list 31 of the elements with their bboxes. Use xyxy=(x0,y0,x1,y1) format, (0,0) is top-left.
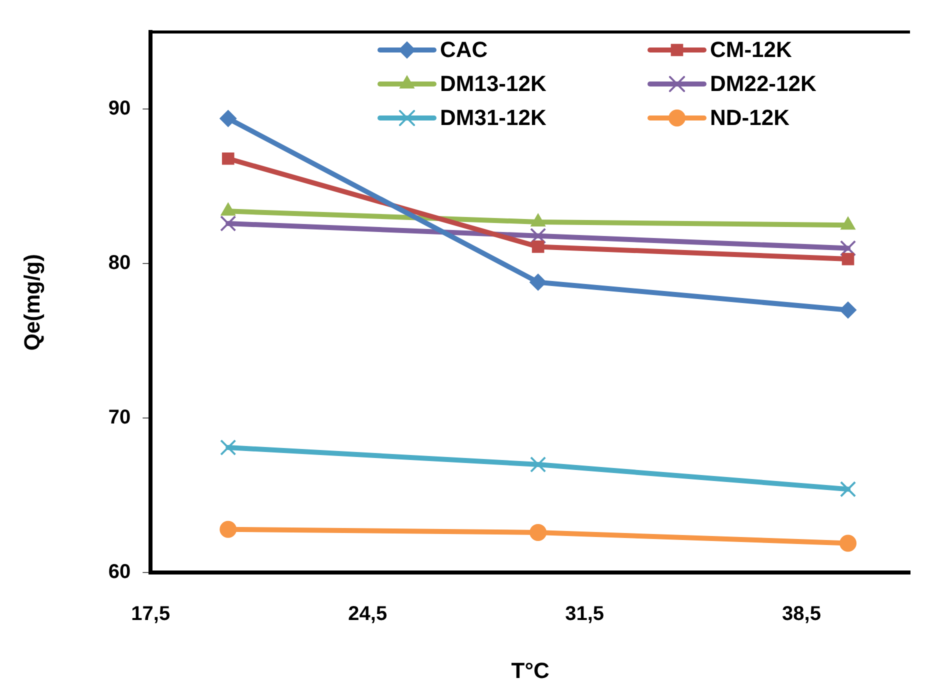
y-tick-label: 80 xyxy=(108,252,131,274)
point xyxy=(530,524,547,541)
legend-label: ND-12K xyxy=(710,105,790,130)
y-tick-label: 70 xyxy=(108,406,131,429)
point xyxy=(840,534,857,552)
legend-label: DM13-12K xyxy=(440,71,546,96)
point xyxy=(220,215,236,232)
y-tick-label: 60 xyxy=(108,561,131,584)
point xyxy=(840,240,856,256)
x-tick-label: 17,5 xyxy=(131,603,170,626)
point xyxy=(532,240,544,253)
point xyxy=(222,152,234,165)
legend-label: DM31-12K xyxy=(440,105,546,130)
point xyxy=(220,520,237,538)
legend-label: CM-12K xyxy=(710,37,792,62)
point xyxy=(842,252,854,266)
x-tick-label: 31,5 xyxy=(565,603,604,626)
point xyxy=(530,228,546,244)
y-tick-label: 90 xyxy=(108,98,131,120)
legend-label: DM22-12K xyxy=(710,71,816,96)
point xyxy=(840,302,857,319)
x-axis-title: T°C xyxy=(511,658,550,683)
y-axis-title: Qe(mg/g) xyxy=(19,254,44,351)
point xyxy=(840,481,856,498)
point xyxy=(530,456,546,473)
point xyxy=(220,439,236,456)
point xyxy=(220,110,237,127)
x-tick-label: 38,5 xyxy=(782,603,821,626)
x-tick-label: 24,5 xyxy=(348,603,388,626)
point xyxy=(530,274,547,291)
legend-label: CAC xyxy=(440,37,488,62)
